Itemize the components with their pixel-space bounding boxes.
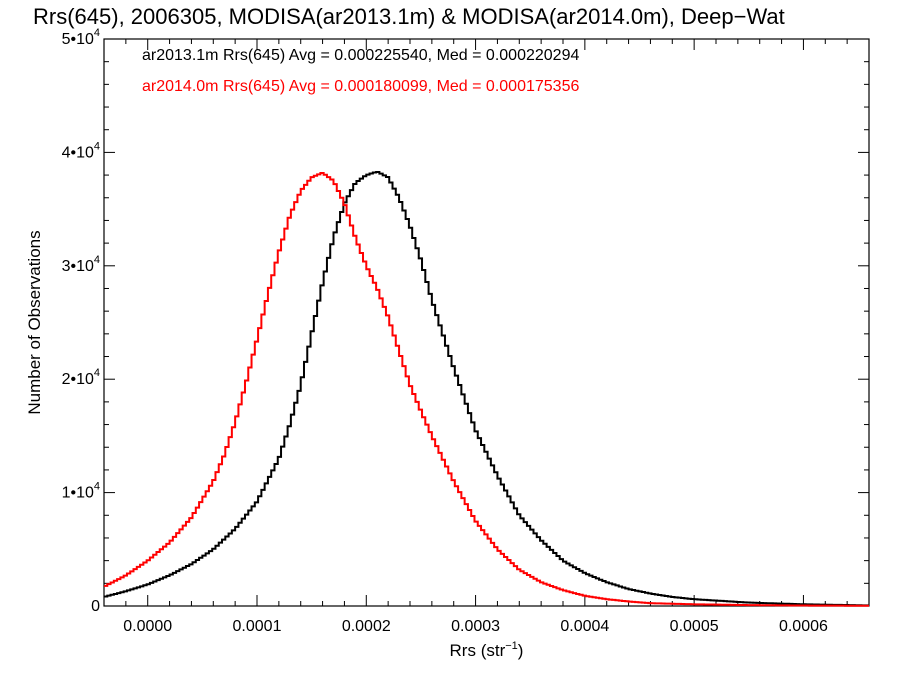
x-axis-label: Rrs (str−1): [450, 640, 524, 660]
plot-frame: [103, 38, 870, 607]
y-tick-label: 2•104: [62, 367, 100, 388]
x-tick-label: 0.0006: [779, 618, 828, 635]
x-tick-labels: 0.0000 0.0001 0.0002 0.0003 0.0004 0.0005 0.00…: [123, 618, 828, 635]
y-tick-labels: 0 1•104 2•104 3•104 4•104 5•104: [62, 27, 101, 615]
x-axis-label-close: ): [518, 641, 524, 660]
series-line-1: [104, 172, 869, 607]
y-tick-label: 1•104: [62, 481, 100, 502]
chart-title: Rrs(645), 2006305, MODISA(ar2013.1m) & M…: [33, 4, 785, 29]
x-axis-label-sup: −1: [505, 640, 518, 652]
x-tick-label: 0.0003: [451, 618, 500, 635]
series-line-0: [104, 170, 869, 607]
x-tick-label: 0.0000: [123, 618, 172, 635]
y-tick-label: 5•104: [62, 27, 100, 48]
x-tick-label: 0.0001: [233, 618, 282, 635]
legend-entry-ar2013: ar2013.1m Rrs(645) Avg = 0.000225540, Me…: [142, 47, 579, 64]
x-tick-label: 0.0005: [670, 618, 719, 635]
y-tick-label: 4•104: [62, 140, 100, 161]
y-tick-label: 0: [91, 598, 100, 615]
axis-ticks: [103, 38, 869, 607]
y-axis-label: Number of Observations: [25, 230, 44, 414]
legend-entry-ar2014: ar2014.0m Rrs(645) Avg = 0.000180099, Me…: [142, 78, 579, 95]
y-tick-label: 3•104: [62, 254, 100, 275]
series-layer: [104, 170, 869, 607]
x-tick-label: 0.0004: [560, 618, 609, 635]
x-axis-label-base: Rrs (str: [450, 641, 506, 660]
x-tick-label: 0.0002: [342, 618, 391, 635]
